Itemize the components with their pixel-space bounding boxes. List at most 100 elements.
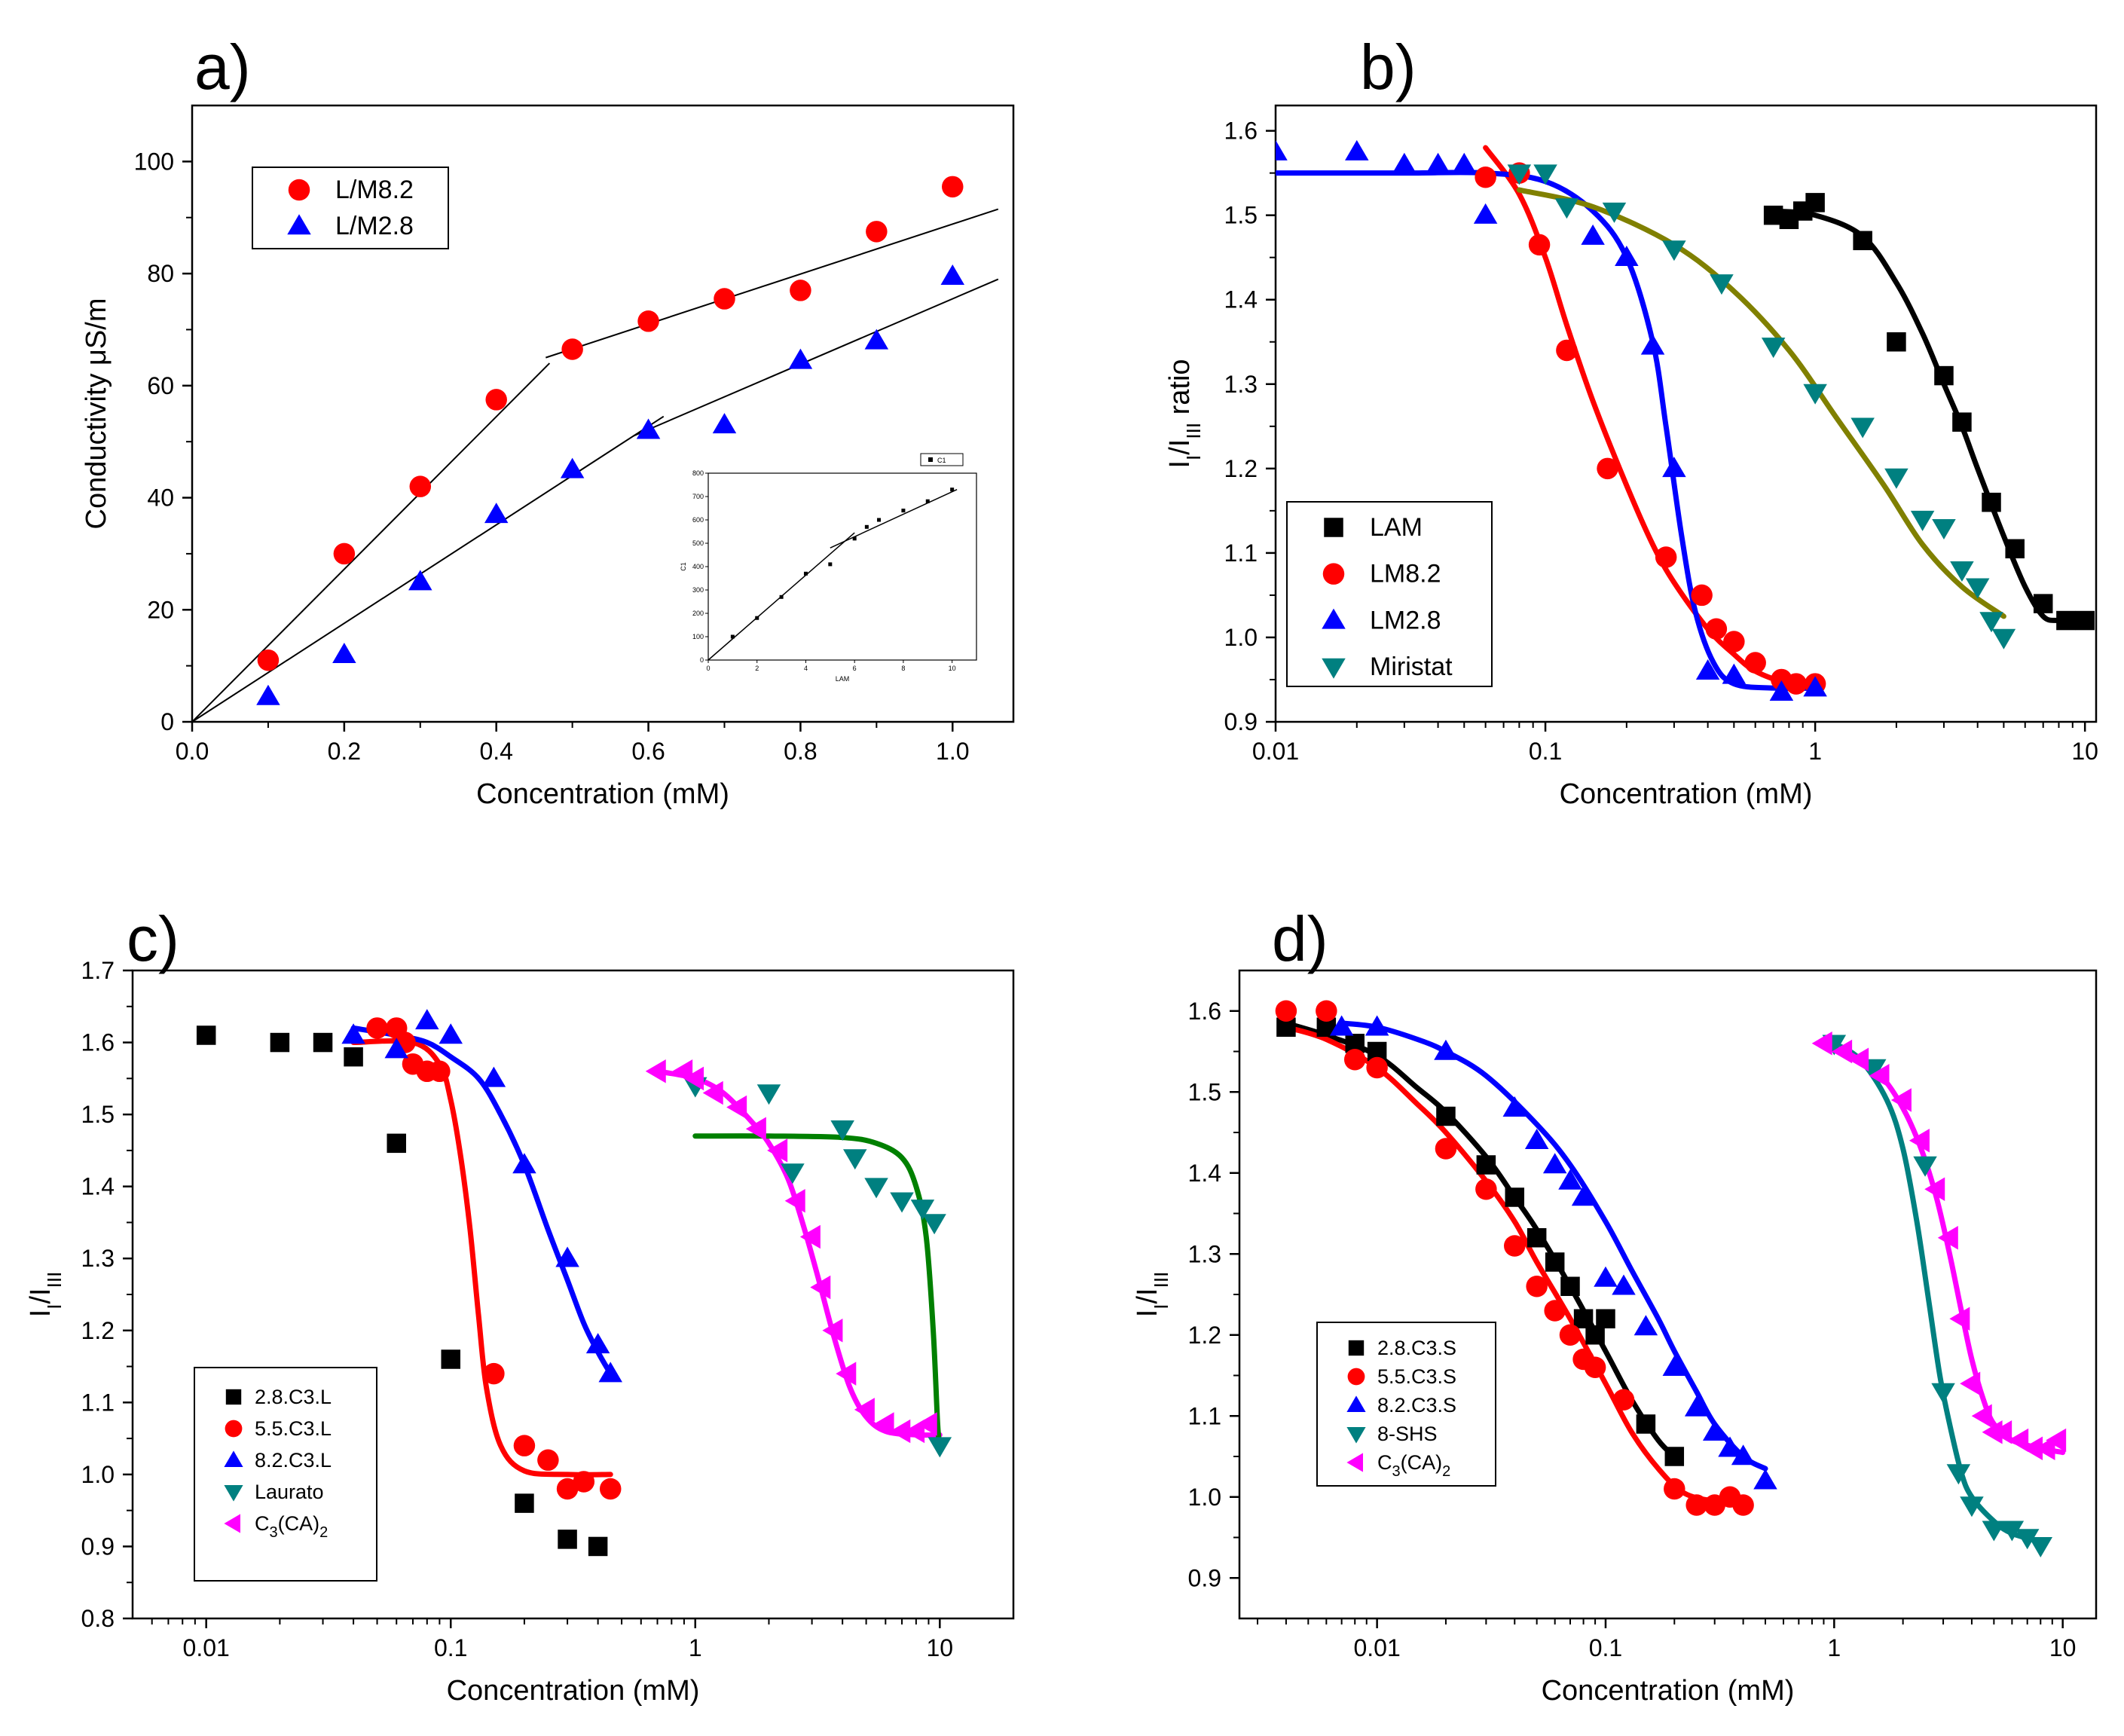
data-point — [854, 1398, 875, 1422]
data-point — [1556, 339, 1578, 362]
data-point — [196, 1025, 216, 1045]
data-point — [890, 1419, 911, 1444]
y-title-sub: I — [1150, 1304, 1172, 1310]
y-tick-label: 1.0 — [81, 1461, 115, 1488]
y-tick-label: 1.6 — [1188, 998, 1221, 1025]
inset-data-point — [901, 509, 906, 513]
data-point — [1723, 631, 1745, 653]
legend-box — [1316, 1322, 1496, 1487]
data-point — [1602, 202, 1627, 223]
chart-panel-a: a)0.0 0.2 0.4 0.6 0.8 1.0020406080100Concentr… — [81, 32, 1015, 810]
data-point — [1887, 332, 1906, 352]
data-point — [1982, 492, 2001, 512]
series-5-5-c3-s — [1275, 1000, 1754, 1516]
data-point — [1573, 1309, 1594, 1328]
data-point — [1594, 1266, 1618, 1287]
chart-panel-b: b) 0.01 0.1 1 10 0.9 1.0 1.1 1.2 1.3 1.4 1.5 1.6 Conc… — [1164, 32, 2098, 810]
y-title-slash: /I — [25, 1288, 57, 1304]
legend-box — [252, 167, 449, 249]
y-tick-label: 1.1 — [1188, 1402, 1221, 1429]
inset-x-tick-label: 2 — [755, 665, 759, 672]
x-axis-title: Concentration (mM) — [447, 1675, 700, 1707]
data-point — [1615, 245, 1639, 266]
inset-legend-label: C1 — [937, 457, 946, 464]
data-point — [1946, 1464, 1971, 1485]
x-tick-label: 0.6 — [631, 738, 665, 765]
y-tick-label: 1.1 — [81, 1389, 115, 1416]
data-point — [1932, 519, 1956, 540]
legend-label: LM2.8 — [1370, 606, 1441, 634]
legend-marker — [225, 1389, 242, 1405]
data-point — [1913, 1156, 1937, 1177]
plot-frame — [1274, 104, 2098, 723]
data-point — [439, 1023, 463, 1044]
inset-data-point — [864, 524, 869, 529]
data-point — [922, 1214, 946, 1235]
data-point — [1597, 457, 1618, 480]
plot-area — [196, 1009, 952, 1557]
inset-y-tick-label: 200 — [692, 610, 704, 617]
data-point — [645, 1059, 666, 1083]
series-c3-ca-2 — [1811, 1032, 2067, 1460]
legend-marker — [1322, 608, 1346, 629]
fit-curve — [350, 1025, 613, 1377]
y-title-sub: III — [1182, 423, 1205, 439]
inset-y-tick-label: 400 — [692, 563, 704, 570]
data-point — [573, 1471, 595, 1493]
data-point — [1803, 676, 1827, 697]
data-point — [1526, 1276, 1548, 1297]
data-point — [1979, 612, 2003, 633]
data-point — [866, 221, 888, 243]
data-point — [598, 1362, 622, 1383]
y-tick-label: 1.3 — [1188, 1240, 1221, 1267]
data-point — [1559, 1324, 1582, 1346]
data-point — [1558, 1169, 1582, 1190]
y-tick-label: 1.5 — [1188, 1078, 1221, 1105]
x-tick-label: 1 — [1827, 1634, 1841, 1661]
data-point — [387, 1133, 406, 1154]
data-point — [555, 1246, 579, 1267]
y-title-part: I — [1164, 460, 1196, 469]
y-tick-label: 40 — [147, 484, 174, 512]
data-point — [637, 310, 659, 332]
y-tick-label: 1.2 — [1224, 455, 1258, 482]
inset-data-point — [803, 571, 808, 576]
data-point — [1937, 1226, 1958, 1250]
data-point — [864, 1178, 888, 1199]
data-point — [384, 1038, 408, 1059]
data-point — [1811, 1032, 1832, 1056]
data-point — [1890, 1088, 1912, 1112]
y-title-slash: /I — [1164, 439, 1196, 455]
data-point — [1991, 628, 2016, 649]
data-point — [513, 1435, 536, 1456]
data-point — [1475, 166, 1496, 188]
data-point — [636, 418, 661, 439]
data-point — [1584, 1356, 1606, 1378]
data-point — [1554, 198, 1579, 219]
plot-frame — [191, 104, 1015, 723]
data-point — [1343, 1049, 1366, 1071]
series-laurato — [683, 1077, 952, 1458]
y-tick-label: 1.6 — [1224, 118, 1258, 145]
data-point — [515, 1493, 534, 1513]
data-point — [1633, 1315, 1658, 1336]
x-axis-title: Concentration (mM) — [1542, 1675, 1795, 1707]
y-tick-label: 1.0 — [1224, 624, 1258, 651]
x-tick-label: 10 — [2071, 738, 2098, 765]
inset-fit-line — [830, 489, 958, 549]
data-point — [2000, 1521, 2025, 1542]
data-point — [1473, 203, 1498, 224]
data-point — [1744, 652, 1766, 674]
data-point — [836, 1362, 857, 1386]
x-tick-label: 0.1 — [434, 1634, 467, 1661]
legend-label: 8.2.C3.L — [255, 1449, 332, 1472]
data-point — [712, 413, 737, 434]
inset-legend-marker — [928, 457, 933, 462]
y-axis-title: II/IIII — [1132, 1272, 1172, 1318]
data-point — [1960, 1496, 1984, 1517]
data-point — [2015, 1529, 2040, 1550]
data-point — [756, 1084, 781, 1105]
data-point — [1581, 224, 1605, 245]
data-point — [1504, 1235, 1526, 1257]
